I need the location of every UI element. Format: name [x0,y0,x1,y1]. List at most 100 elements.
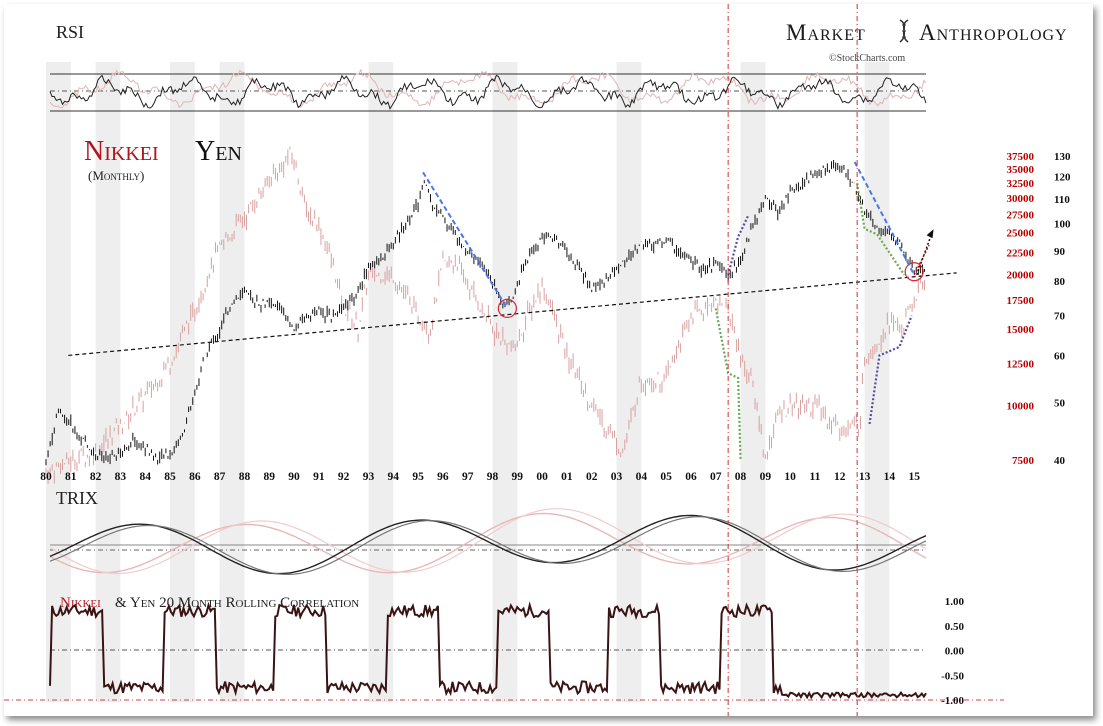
nikkei-axis-label: 25000 [1007,228,1035,240]
x-tick-label: 01 [561,471,573,483]
trix-yen-line [49,514,927,575]
x-tick-label: 99 [512,471,524,483]
x-axis-ticks: 80 81 82 83 84 85 86 87 88 89 90 91 92 93 94 95 96 97 98 99… [40,471,920,483]
correlation-axis: 1.00 0.50 0.00 -0.50 -1.00 [941,596,964,707]
shaded-band [368,62,394,702]
x-tick-label: 06 [685,471,697,483]
x-tick-label: 13 [859,471,871,483]
support-trendline [68,272,957,357]
nikkei-axis-label: 7500 [1012,455,1035,467]
x-tick-label: 07 [710,471,722,483]
blue-downtrend-1 [422,171,509,309]
dna-icon [899,19,909,43]
corr-axis-label: -0.50 [941,670,964,682]
yen-axis-label: 60 [1054,350,1066,362]
x-tick-label: 90 [288,471,300,483]
x-tick-label: 92 [338,471,350,483]
trix-yen-signal [49,516,927,575]
x-tick-label: 81 [65,471,77,483]
x-tick-label: 97 [462,471,474,483]
shaded-periods [46,62,890,702]
corr-axis-label: 0.50 [945,621,965,633]
x-tick-label: 88 [239,471,251,483]
yen-axis-label: 120 [1054,172,1071,184]
highlight-circle [904,262,924,282]
nikkei-series [45,146,926,485]
yen-axis-label: 130 [1054,151,1071,163]
nikkei-axis-label: 27500 [1007,210,1035,222]
x-tick-label: 85 [164,471,176,483]
x-tick-label: 14 [884,471,896,483]
x-tick-label: 89 [264,471,276,483]
shaded-band [219,62,245,702]
corr-axis-label: 1.00 [945,596,965,608]
brand-right: Anthropology [919,20,1068,45]
trix-panel: TRIX [49,488,927,575]
purple-rally-1 [727,215,749,276]
yen-axis-label: 80 [1054,276,1066,288]
x-tick-label: 09 [760,471,772,483]
x-tick-label: 04 [636,471,648,483]
yen-series [45,160,926,466]
x-tick-label: 84 [139,471,151,483]
x-tick-label: 82 [90,471,102,483]
x-tick-label: 05 [660,471,672,483]
corr-axis-label: 0.00 [945,646,965,658]
yen-axis-label: 90 [1054,246,1066,258]
nikkei-axis-label: 35000 [1007,164,1035,176]
x-tick-label: 02 [586,471,598,483]
green-decline-2 [856,182,906,276]
x-tick-label: 11 [810,471,821,483]
blue-downtrend-2 [853,161,916,276]
nikkei-axis-label: 17500 [1007,295,1035,307]
annotations [422,161,934,461]
x-tick-label: 98 [487,471,499,483]
corr-title-rest: & Yen 20 Month Rolling Correlation [115,595,359,611]
nikkei-axis-label: 32500 [1007,178,1035,190]
nikkei-axis-label: 20000 [1007,270,1035,282]
brand-left: Market [786,20,866,45]
stockcharts-credit: ©StockCharts.com [829,53,905,64]
nikkei-axis-label: 37500 [1007,151,1035,163]
shaded-band [616,62,642,702]
x-tick-label: 10 [784,471,796,483]
shaded-band [492,62,518,702]
x-tick-label: 80 [40,471,52,483]
arrow-head [926,229,934,239]
purple-rally-2 [868,315,913,425]
x-tick-label: 94 [388,471,400,483]
price-title-nikkei: Nikkei [84,136,159,167]
trix-title: TRIX [56,488,98,508]
corr-title-nikkei: Nikkei [60,595,101,611]
correlation-line [49,601,927,700]
projection-arrow-red [913,244,930,276]
nikkei-axis-label: 10000 [1007,401,1035,413]
projection-arrow-black [915,233,933,276]
x-tick-label: 91 [313,471,325,483]
shaded-band [864,62,890,702]
correlation-panel: Nikkei & Yen 20 Month Rolling Correlatio… [4,595,1004,707]
x-tick-label: 08 [735,471,747,483]
yen-axis-label: 70 [1054,311,1066,323]
nikkei-axis-label: 15000 [1007,324,1035,336]
shaded-band [170,62,195,702]
x-tick-label: 86 [189,471,201,483]
brand: Market Anthropology ©StockCharts.com [786,19,1068,64]
corr-axis-label: -1.00 [941,695,964,707]
x-tick-label: 83 [115,471,127,483]
nikkei-axis-label: 30000 [1007,193,1035,205]
shaded-band [95,62,121,702]
trix-nikkei-signal [49,508,927,575]
x-tick-label: 12 [834,471,846,483]
x-tick-label: 03 [611,471,623,483]
yen-axis-label: 110 [1054,194,1070,206]
nikkei-axis-label: 12500 [1007,359,1035,371]
rsi-yen-line [49,74,927,110]
chart-frame: RSI Market Anthropology ©StockCharts.com… [4,4,1093,716]
x-tick-label: 00 [536,471,548,483]
x-tick-label: 15 [908,471,920,483]
rsi-nikkei-line [49,68,927,109]
yen-axis-label: 40 [1054,455,1066,467]
price-subtitle: (Monthly) [88,168,144,183]
